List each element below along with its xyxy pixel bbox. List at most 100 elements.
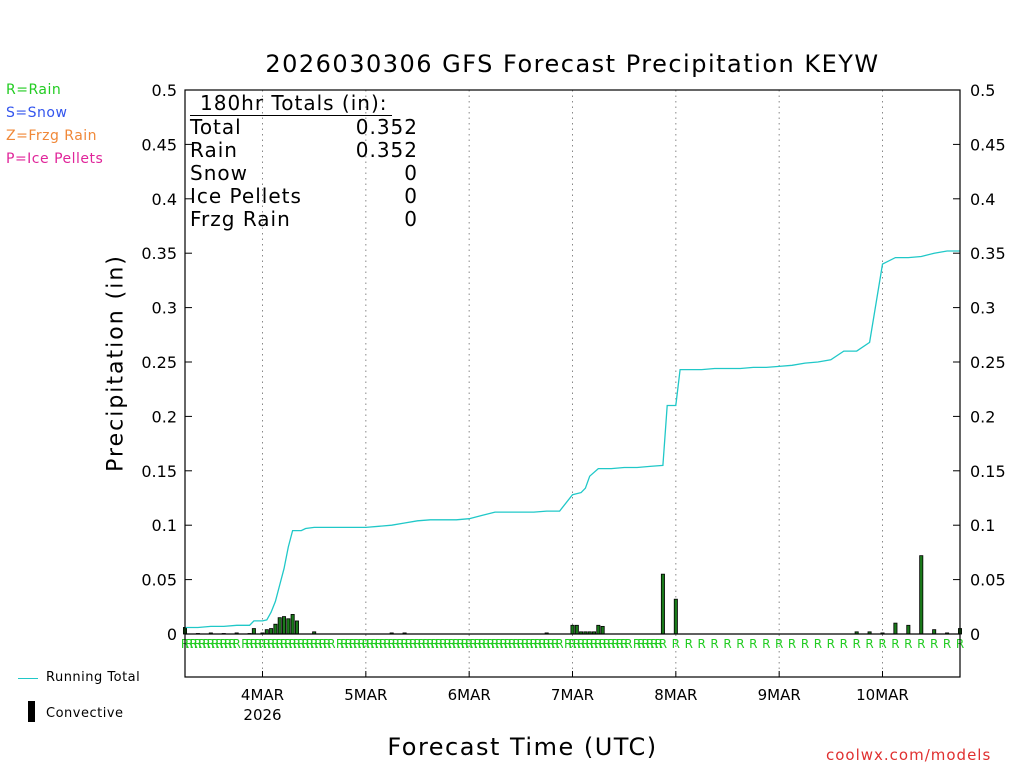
ptype-marker: R — [586, 637, 594, 651]
convective-bar — [277, 617, 282, 635]
y-tick-label-left: 0.2 — [152, 407, 177, 426]
x-tick-label: 6MAR — [448, 686, 491, 704]
convective-bar — [264, 629, 269, 635]
totals-row-freezing-rain: Frzg Rain 0 — [190, 208, 418, 231]
totals-box: 180hr Totals (in): Total 0.352 Rain 0.35… — [190, 92, 418, 231]
running-total-line — [185, 250, 960, 629]
convective-bar — [574, 624, 579, 635]
convective-bar — [919, 555, 924, 635]
ptype-marker: R — [250, 637, 258, 651]
y-tick-label-right: 0.3 — [970, 299, 995, 318]
ptype-marker: R — [917, 637, 925, 651]
ptype-marker: R — [555, 637, 563, 651]
ptype-marker: R — [189, 637, 197, 651]
totals-heading: 180hr Totals (in): — [190, 92, 392, 116]
ptype-marker: R — [439, 637, 447, 651]
y-tick-label-left: 0.35 — [141, 244, 177, 263]
ptype-marker: R — [611, 637, 619, 651]
ptype-marker: R — [366, 637, 374, 651]
convective-bar — [600, 625, 605, 635]
ptype-marker: R — [517, 637, 525, 651]
ptype-marker: R — [594, 637, 602, 651]
ptype-marker: R — [577, 637, 585, 651]
convective-bar — [596, 624, 601, 635]
ptype-marker: R — [865, 637, 873, 651]
convective-bar — [290, 614, 295, 635]
legend-freezing-rain: Z=Frzg Rain — [6, 128, 98, 144]
y-tick-label-right: 0.1 — [970, 516, 995, 535]
ptype-marker: R — [314, 637, 322, 651]
x-tick-sublabel: 2026 — [243, 706, 281, 724]
credit-text: coolwx.com/models — [826, 746, 992, 764]
chart-title: 2026030306 GFS Forecast Precipitation KE… — [265, 50, 880, 78]
legend-snow: S=Snow — [6, 105, 68, 121]
y-tick-label-left: 0 — [167, 625, 177, 644]
y-tick-label-left: 0.4 — [152, 190, 177, 209]
ptype-marker: R — [344, 637, 352, 651]
totals-value: 0.352 — [355, 138, 418, 162]
ptype-marker: R — [465, 637, 473, 651]
ptype-marker: R — [840, 637, 848, 651]
ptype-marker: R — [357, 637, 365, 651]
ptype-marker: R — [258, 637, 266, 651]
ptype-marker: R — [220, 637, 228, 651]
ptype-marker: R — [710, 637, 718, 651]
convective-bars — [182, 555, 963, 635]
y-tick-label-left: 0.5 — [152, 81, 177, 100]
ptype-marker: R — [642, 637, 650, 651]
ptype-marker: R — [426, 637, 434, 651]
y-tick-label-left: 0.1 — [152, 516, 177, 535]
ptype-marker: R — [568, 637, 576, 651]
ptype-marker: R — [878, 637, 886, 651]
ptype-marker: R — [943, 637, 951, 651]
ptype-marker: R — [198, 637, 206, 651]
ptype-marker: R — [749, 637, 757, 651]
ptype-marker: R — [392, 637, 400, 651]
ptype-marker: R — [379, 637, 387, 651]
ptype-marker: R — [215, 637, 223, 651]
ptype-marker: R — [590, 637, 598, 651]
convective-bar — [273, 623, 278, 635]
ptype-marker: R — [276, 637, 284, 651]
ptype-marker: R — [547, 637, 555, 651]
convective-bar — [269, 628, 274, 635]
convective-bar — [294, 620, 299, 635]
totals-value: 0 — [404, 207, 418, 231]
y-tick-label-left: 0.45 — [141, 135, 177, 154]
totals-row-ice-pellets: Ice Pellets 0 — [190, 185, 418, 208]
convective-bar — [932, 629, 937, 635]
x-tick-label: 4MAR — [241, 686, 284, 704]
x-tick-label: 8MAR — [654, 686, 697, 704]
totals-row-snow: Snow 0 — [190, 162, 418, 185]
ptype-marker: R — [616, 637, 624, 651]
ptype-marker: R — [443, 637, 451, 651]
ptype-marker: R — [904, 637, 912, 651]
ptype-marker: R — [418, 637, 426, 651]
running-total-legend-line-icon — [18, 678, 38, 679]
ptype-marker: R — [801, 637, 809, 651]
ptype-marker: R — [852, 637, 860, 651]
ptype-marker: R — [521, 637, 529, 651]
y-tick-label-left: 0.3 — [152, 299, 177, 318]
convective-bar — [906, 624, 911, 635]
ptype-marker: R — [202, 637, 210, 651]
ptype-marker: R — [723, 637, 731, 651]
ptype-marker: R — [456, 637, 464, 651]
ptype-marker: R — [650, 637, 658, 651]
totals-value: 0 — [404, 161, 418, 185]
y-tick-label-right: 0.2 — [970, 407, 995, 426]
ptype-marker: R — [387, 637, 395, 651]
ptype-marker: R — [775, 637, 783, 651]
ptype-marker: R — [624, 637, 632, 651]
ptype-marker: R — [685, 637, 693, 651]
y-tick-label-right: 0.4 — [970, 190, 995, 209]
legend-ice-pellets: P=Ice Pellets — [6, 151, 104, 167]
ptype-marker: R — [672, 637, 680, 651]
ptype-marker: R — [474, 637, 482, 651]
totals-value: 0.352 — [355, 115, 418, 139]
convective-bar — [893, 622, 898, 635]
ptype-marker: R — [534, 637, 542, 651]
ptype-marker: R — [646, 637, 654, 651]
